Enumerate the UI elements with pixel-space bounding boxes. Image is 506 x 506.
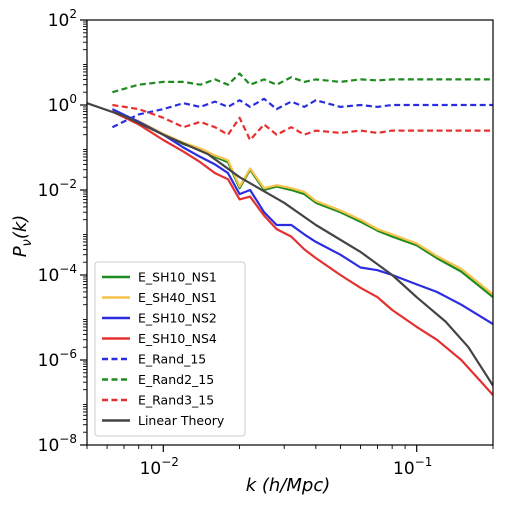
y-tick-label: 10−8 <box>38 432 77 456</box>
series-line-e-sh10-ns2 <box>111 108 493 326</box>
plot-frame <box>86 19 494 446</box>
series-line-linear-theory <box>87 102 493 387</box>
y-tick-label: 10−2 <box>38 177 77 201</box>
legend-entry: E_SH10_NS4 <box>138 331 217 346</box>
y-tick-label: 100 <box>48 92 77 116</box>
legend-entry: Linear Theory <box>138 413 225 428</box>
legend-box <box>94 261 246 437</box>
y-tick-label: 10−6 <box>38 347 77 371</box>
series-layer <box>87 72 493 396</box>
legend-entry: E_Rand3_15 <box>138 393 214 408</box>
x-tick-label: 10−1 <box>393 455 432 479</box>
legend-entry: E_SH10_NS1 <box>138 270 217 285</box>
series-line-e-sh10-ns4 <box>111 110 493 396</box>
series-line-e-rand3-15 <box>112 103 493 142</box>
legend-entry: E_SH40_NS1 <box>138 290 217 305</box>
legend-entry: E_SH10_NS2 <box>138 311 217 326</box>
series-line-e-rand-15 <box>111 97 493 129</box>
legend: E_SH10_NS1 E_SH40_NS1 E_SH10_NS2 E_SH10_NS4… <box>94 261 246 437</box>
legend-entry: E_Rand_15 <box>138 352 206 367</box>
legend-entry: E_Rand2_15 <box>138 372 214 387</box>
series-line-e-rand2-15 <box>112 72 493 94</box>
axes-layer: 10−2 10−1 102 100 10−2 10−4 10−6 10−8 <box>38 7 494 479</box>
x-tick-label: 10−2 <box>140 455 179 479</box>
y-tick-label: 10−4 <box>38 262 77 286</box>
y-tick-label: 102 <box>48 7 77 31</box>
series-line-e-sh40-ns1 <box>111 109 493 296</box>
y-axis-label: Pν(k) <box>10 215 35 258</box>
x-axis-label: k (h/Mpc) <box>246 475 331 496</box>
